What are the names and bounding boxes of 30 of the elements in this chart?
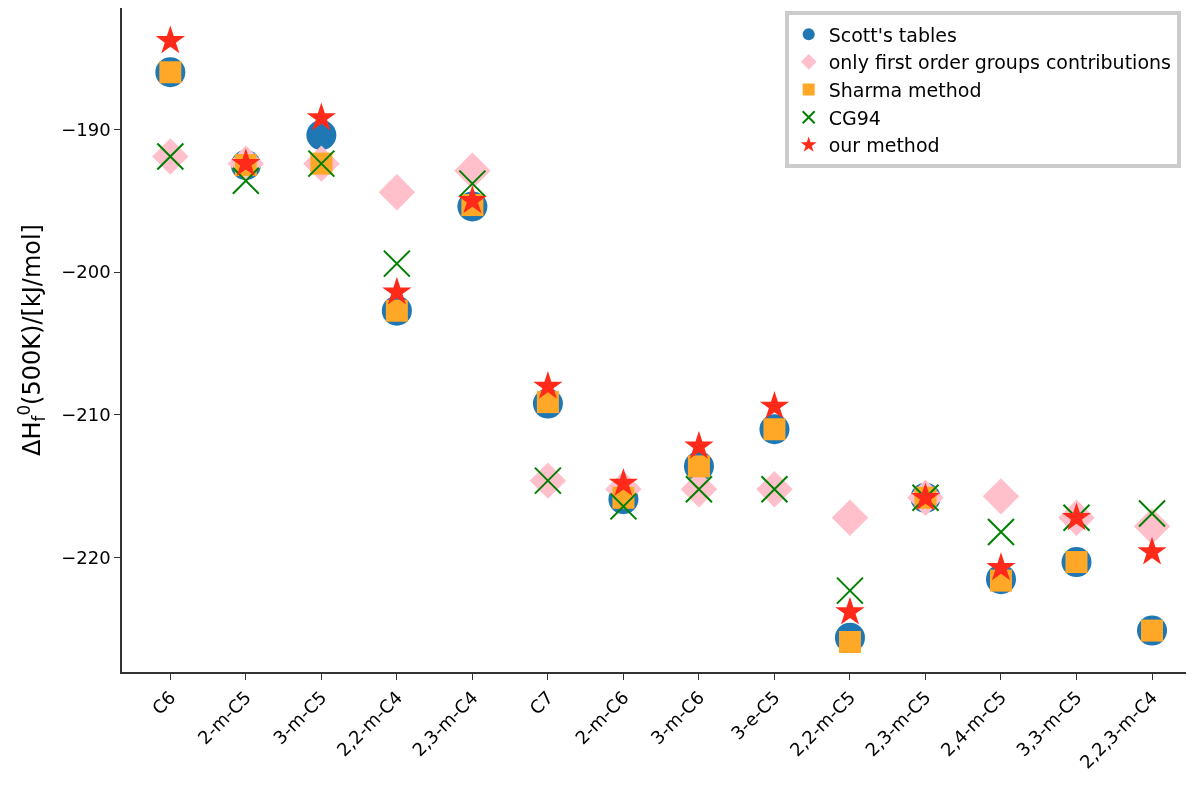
point [155, 25, 185, 54]
point [759, 391, 790, 419]
legend-label: Sharma method [828, 78, 982, 101]
y-tick-label: −220 [61, 547, 111, 569]
legend-label: Scott's tables [828, 23, 957, 46]
y-tick-label: −190 [61, 118, 111, 140]
point [608, 468, 639, 496]
point [382, 249, 411, 278]
legend-label: CG94 [828, 106, 881, 129]
point [835, 576, 864, 605]
point [306, 102, 337, 131]
point [986, 518, 1015, 547]
legend-label: only first order groups contributions [828, 51, 1171, 74]
point [835, 596, 865, 625]
point [382, 276, 412, 305]
point [1137, 536, 1167, 565]
x-tick-label: C6 [147, 686, 180, 719]
y-tick-label: −200 [61, 261, 111, 283]
legend-label: our method [828, 134, 940, 157]
point [457, 185, 488, 214]
y-tick-label: −210 [61, 404, 111, 426]
point [831, 499, 869, 536]
point [609, 492, 638, 521]
point [231, 166, 260, 195]
point [684, 430, 714, 459]
point [533, 371, 563, 399]
point [378, 174, 416, 211]
point [986, 552, 1016, 581]
x-tick-label: C7 [525, 686, 558, 719]
point [982, 478, 1020, 515]
